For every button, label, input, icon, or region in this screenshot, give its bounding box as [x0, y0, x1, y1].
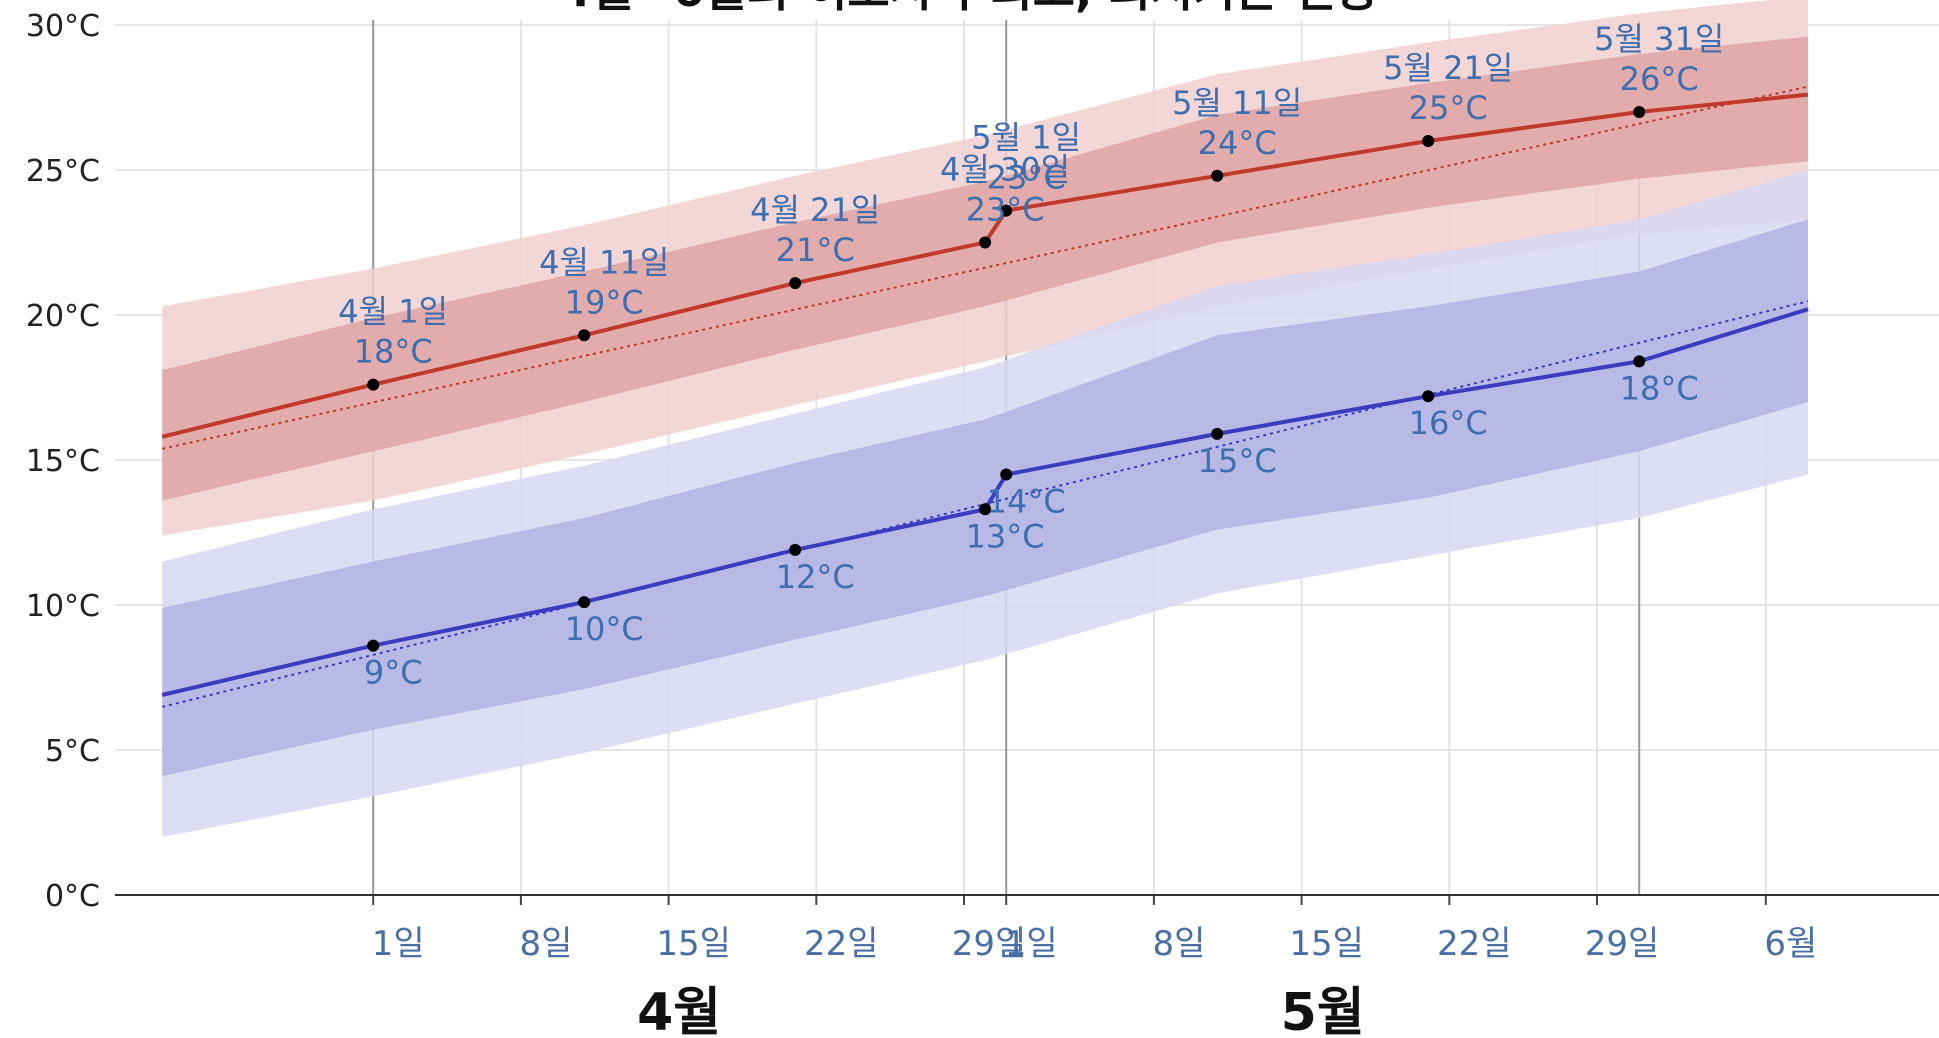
low-point: [1211, 427, 1224, 440]
low-point: [1633, 355, 1646, 368]
y-tick-label: 5°C: [45, 734, 100, 769]
y-tick-label: 25°C: [26, 154, 100, 189]
high-date-label: 5월 31일: [1594, 20, 1724, 58]
high-point: [367, 378, 380, 391]
high-temp-label: 18°C: [354, 333, 433, 371]
high-point: [1000, 204, 1013, 217]
x-tick-label: 22일: [804, 924, 879, 964]
low-temp-label: 13°C: [966, 517, 1045, 555]
high-date-label: 4월 1일: [338, 293, 448, 331]
low-temp-label: 18°C: [1620, 369, 1699, 407]
high-point: [789, 277, 802, 290]
low-temp-label: 12°C: [776, 558, 855, 596]
high-point: [1211, 169, 1224, 182]
low-temp-label: 14°C: [987, 483, 1066, 521]
x-tick-label: 29일: [952, 924, 1027, 964]
high-point: [1633, 106, 1646, 118]
low-point: [367, 639, 380, 652]
x-tick-label: 1일: [372, 924, 425, 964]
low-line: [161, 307, 1809, 697]
x-tick-label: 8일: [519, 924, 572, 964]
high-temp-label: 19°C: [565, 283, 644, 321]
high-point: [578, 329, 591, 342]
low-temp-label: 9°C: [364, 654, 423, 692]
y-tick-label: 20°C: [26, 299, 100, 334]
low-band-inner: [162, 219, 1809, 777]
high-date-label: 5월 1일: [971, 119, 1081, 157]
high-temp-label: 21°C: [776, 231, 855, 269]
x-tick-label: 22일: [1437, 924, 1512, 964]
low-point: [1422, 390, 1435, 403]
high-temp-label: 25°C: [1409, 89, 1488, 127]
high-line: [161, 92, 1809, 439]
y-tick-label: 30°C: [26, 9, 100, 44]
x-tick-label: 8일: [1152, 924, 1205, 964]
data-points: [367, 106, 1646, 652]
low-point: [789, 543, 802, 556]
x-tick-label: 6월: [1764, 924, 1817, 964]
axes: 0°C5°C10°C15°C20°C25°C30°C3월1일8일15일22일29…: [26, 9, 1939, 1038]
low-point: [578, 596, 591, 609]
month-label: 4월: [637, 983, 721, 1038]
high-date-label: 5월 11일: [1172, 84, 1302, 122]
high-temp-label: 26°C: [1620, 60, 1699, 98]
low-point: [979, 503, 992, 516]
low-temp-label: 10°C: [565, 610, 644, 648]
high-date-label: 4월 30일: [940, 151, 1070, 189]
high-temp-label: 23°C: [987, 159, 1066, 197]
high-temp-label: 24°C: [1198, 124, 1277, 162]
month-label: 5월: [1281, 983, 1365, 1038]
x-tick-label: 15일: [656, 924, 731, 964]
high-point: [1422, 135, 1435, 147]
high-trend-line: [161, 85, 1809, 450]
low-temp-label: 16°C: [1409, 404, 1488, 442]
x-tick-label: 29일: [1585, 924, 1660, 964]
high-date-label: 4월 11일: [539, 243, 669, 281]
x-tick-label: 1일: [1005, 924, 1058, 964]
y-tick-label: 10°C: [26, 589, 100, 624]
y-tick-label: 0°C: [45, 879, 100, 914]
high-point: [979, 236, 992, 249]
x-tick-label: 15일: [1289, 924, 1364, 964]
y-tick-label: 15°C: [26, 444, 100, 479]
low-point: [1000, 468, 1013, 481]
chart-title: 4월~6월의 히로시마 최고, 최저기온 변동: [560, 0, 1379, 17]
high-date-label: 4월 21일: [750, 191, 880, 229]
high-date-label: 5월 21일: [1383, 49, 1513, 87]
high-temp-label: 23°C: [966, 191, 1045, 229]
low-temp-label: 15°C: [1198, 442, 1277, 480]
